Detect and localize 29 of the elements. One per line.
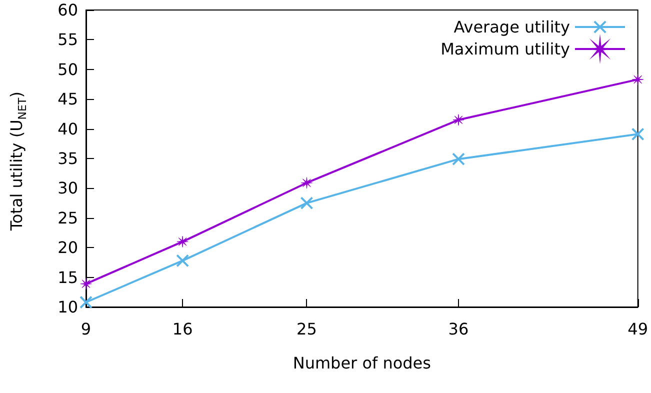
y-tick-label: 45 (58, 90, 78, 109)
point (300, 196, 314, 210)
y-tick-label: 30 (58, 178, 78, 198)
x-tick-label: 49 (628, 320, 648, 338)
point (632, 74, 644, 86)
y-tick-label: 60 (58, 0, 78, 20)
y-tick-label: 35 (58, 149, 78, 168)
point (452, 114, 464, 126)
y-tick-label: 55 (58, 30, 78, 50)
y-tick-label: 15 (58, 268, 78, 287)
legend-label: Maximum utility (440, 40, 570, 58)
y-tick-label: 20 (58, 238, 78, 258)
point (176, 236, 188, 248)
point (176, 254, 190, 268)
point (80, 296, 92, 309)
point (452, 152, 465, 166)
x-axis-title: Number of nodes (292, 354, 431, 372)
y-tick-label: 25 (58, 208, 78, 228)
x-tick-label: 36 (448, 320, 469, 338)
x-tick-label: 9 (80, 320, 92, 338)
y-tick-label: 40 (58, 119, 78, 138)
x-tick-label: 25 (296, 320, 317, 338)
point (300, 177, 312, 189)
x-tick-label: 16 (172, 320, 193, 338)
y-tick-label: 10 (58, 298, 78, 316)
point (631, 128, 644, 141)
point (80, 278, 92, 290)
y-tick-label: 50 (58, 60, 78, 79)
legend-label: Average utility (454, 18, 570, 36)
